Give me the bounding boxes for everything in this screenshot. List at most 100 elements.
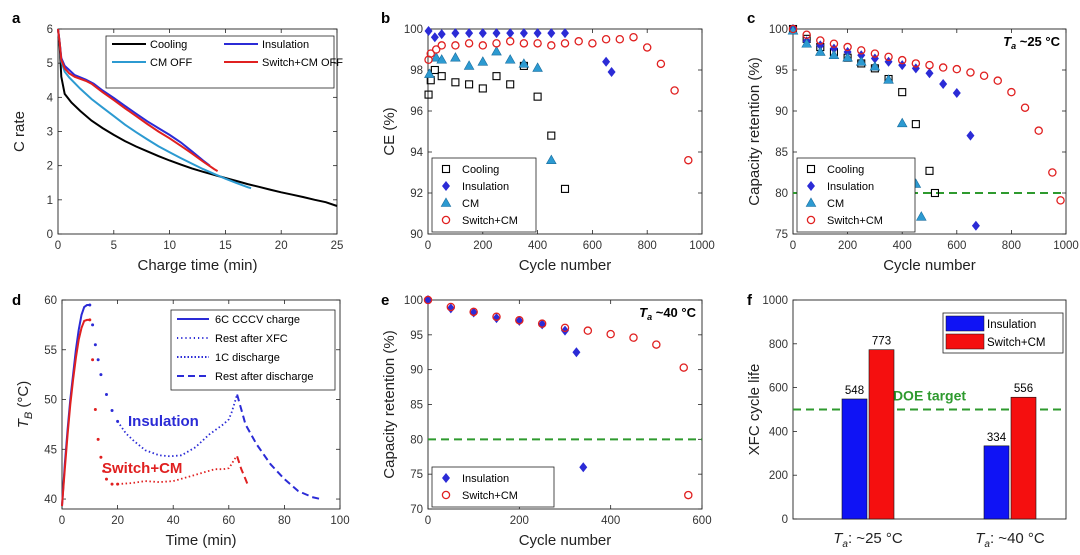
x-tick-label: 200 bbox=[838, 240, 857, 252]
data-point bbox=[925, 68, 934, 79]
category-text: : ~40 °C bbox=[990, 530, 1045, 547]
legend-item: Rest after XFC bbox=[177, 333, 288, 345]
data-point bbox=[1020, 103, 1030, 112]
data-point bbox=[602, 56, 611, 67]
data-point bbox=[911, 120, 920, 129]
y-tick-label: 600 bbox=[769, 383, 788, 395]
legend-item: Cooling bbox=[806, 164, 864, 176]
x-tick-label: 15 bbox=[219, 240, 232, 252]
y-tick-label: 90 bbox=[410, 365, 423, 377]
data-point bbox=[547, 28, 556, 39]
data-point bbox=[1034, 126, 1043, 135]
panel-label: a bbox=[12, 10, 21, 27]
category-label: Ta: ~40 °C bbox=[975, 530, 1045, 550]
data-point bbox=[450, 52, 461, 62]
data-point bbox=[515, 315, 524, 325]
data-point bbox=[478, 84, 487, 93]
data-point bbox=[504, 54, 516, 64]
panel-label: d bbox=[12, 292, 21, 309]
y-axis-label: Capacity retention (%) bbox=[381, 330, 398, 478]
data-point bbox=[424, 90, 433, 99]
data-point bbox=[464, 39, 474, 48]
data-point bbox=[451, 28, 460, 39]
legend-item: Insulation bbox=[945, 315, 1036, 332]
legend-label: Cooling bbox=[462, 164, 499, 176]
y-axis-label: CE (%) bbox=[381, 107, 398, 155]
annotation-sub: a bbox=[647, 312, 652, 322]
y-tick-label: 85 bbox=[410, 400, 423, 412]
rest-xfc-point bbox=[104, 393, 108, 397]
x-tick-label: 600 bbox=[583, 240, 602, 252]
legend-marker bbox=[441, 164, 451, 174]
data-point bbox=[979, 71, 989, 80]
data-point bbox=[642, 43, 652, 52]
data-point bbox=[430, 65, 439, 75]
x-axis-label: Charge time (min) bbox=[137, 257, 257, 274]
insulation-annotation: Insulation bbox=[128, 413, 199, 430]
rest-xfc-point bbox=[91, 358, 95, 362]
rest-xfc-point bbox=[93, 343, 97, 347]
plot-frame bbox=[792, 28, 1067, 235]
y-tick-label: 45 bbox=[44, 444, 57, 456]
legend-label: Switch+CM bbox=[827, 215, 883, 227]
x-tick-label: 1000 bbox=[689, 240, 715, 252]
panel-d: d 40 45 50 55 60 0 20 40 60 80 100 Time (min) TB (°C)… bbox=[12, 292, 350, 549]
rest-after-discharge-curve bbox=[236, 394, 321, 500]
data-point bbox=[952, 87, 961, 98]
category-sub: a bbox=[842, 539, 848, 550]
legend-marker bbox=[805, 197, 817, 207]
legend-item: Insulation bbox=[442, 181, 509, 193]
data-point bbox=[423, 295, 433, 305]
data-point bbox=[478, 28, 487, 39]
data-point bbox=[547, 131, 556, 140]
data-point bbox=[952, 64, 962, 74]
rest-xfc-point bbox=[110, 408, 114, 412]
y-tick-label: 60 bbox=[44, 295, 57, 307]
x-tick-label: 0 bbox=[790, 240, 796, 252]
x-tick-label: 1000 bbox=[1053, 240, 1079, 252]
data-point bbox=[506, 80, 515, 89]
rest-xfc-point bbox=[93, 407, 97, 411]
data-point bbox=[606, 329, 615, 339]
y-tick-label: 80 bbox=[410, 434, 423, 446]
data-point bbox=[492, 39, 501, 48]
series-insulation bbox=[424, 26, 616, 78]
x-axis-label: Cycle number bbox=[519, 532, 612, 549]
x-tick-label: 20 bbox=[275, 240, 288, 252]
data-point bbox=[533, 39, 542, 48]
y-tick-label: 1000 bbox=[762, 295, 788, 307]
y-tick-label: 85 bbox=[775, 147, 788, 159]
plot-frame bbox=[61, 299, 341, 510]
data-point bbox=[684, 155, 693, 165]
legend-box bbox=[796, 157, 916, 233]
category-var: T bbox=[975, 530, 986, 547]
x-tick-label: 600 bbox=[692, 515, 711, 527]
y-tick-label: 92 bbox=[410, 188, 423, 200]
data-point bbox=[519, 39, 529, 48]
data-point bbox=[884, 52, 893, 62]
series-line-cm-off bbox=[57, 28, 252, 190]
data-point bbox=[925, 60, 934, 70]
x-axis-label: Cycle number bbox=[883, 257, 976, 274]
x-tick-label: 10 bbox=[163, 240, 176, 252]
data-point bbox=[446, 302, 456, 312]
y-tick-label: 2 bbox=[47, 161, 53, 173]
x-tick-label: 100 bbox=[330, 515, 349, 527]
charge-curve bbox=[61, 318, 90, 507]
data-point bbox=[430, 32, 439, 43]
data-point bbox=[451, 41, 460, 50]
legend-marker bbox=[806, 215, 816, 225]
legend-item: Rest after discharge bbox=[177, 371, 313, 383]
data-point bbox=[492, 312, 501, 321]
x-tick-label: 200 bbox=[473, 240, 492, 252]
legend-item: Cooling bbox=[441, 164, 499, 176]
x-tick-label: 0 bbox=[55, 240, 61, 252]
legend-marker bbox=[441, 215, 451, 225]
legend-item: Insulation bbox=[224, 39, 309, 51]
legend-marker bbox=[440, 197, 452, 207]
rest-after-discharge-curve bbox=[236, 455, 250, 487]
data-point bbox=[478, 41, 488, 50]
data-point bbox=[652, 340, 661, 349]
legend-label: Cooling bbox=[150, 39, 187, 51]
